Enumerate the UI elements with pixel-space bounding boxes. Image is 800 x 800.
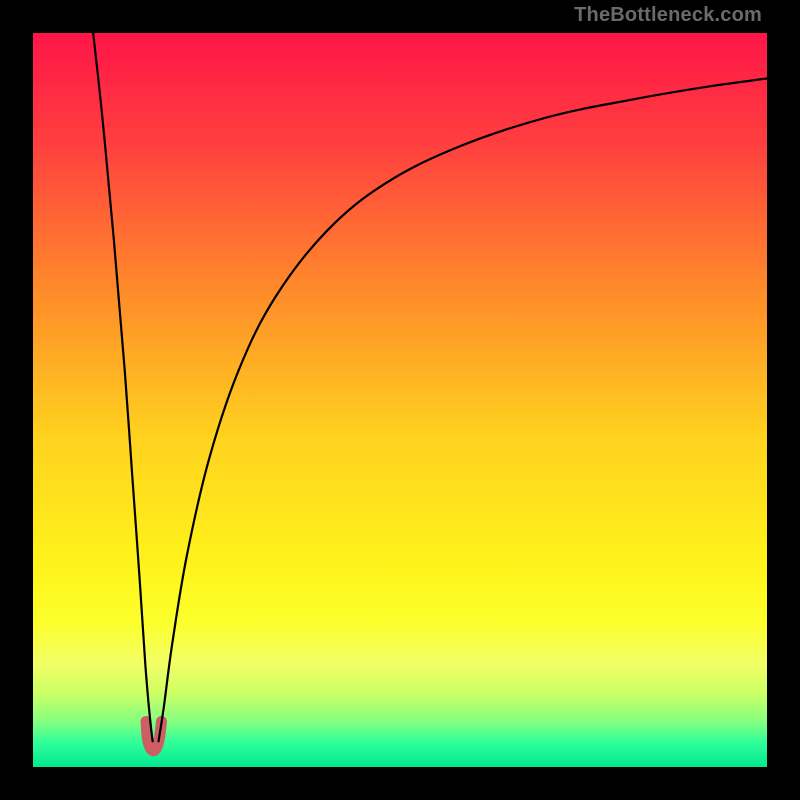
plot-area (33, 33, 767, 767)
curve-layer (33, 33, 767, 767)
bottleneck-curve-left (93, 33, 152, 741)
bottleneck-curve-right (159, 79, 767, 742)
watermark-text: TheBottleneck.com (574, 4, 762, 27)
chart-frame: TheBottleneck.com (0, 0, 800, 800)
